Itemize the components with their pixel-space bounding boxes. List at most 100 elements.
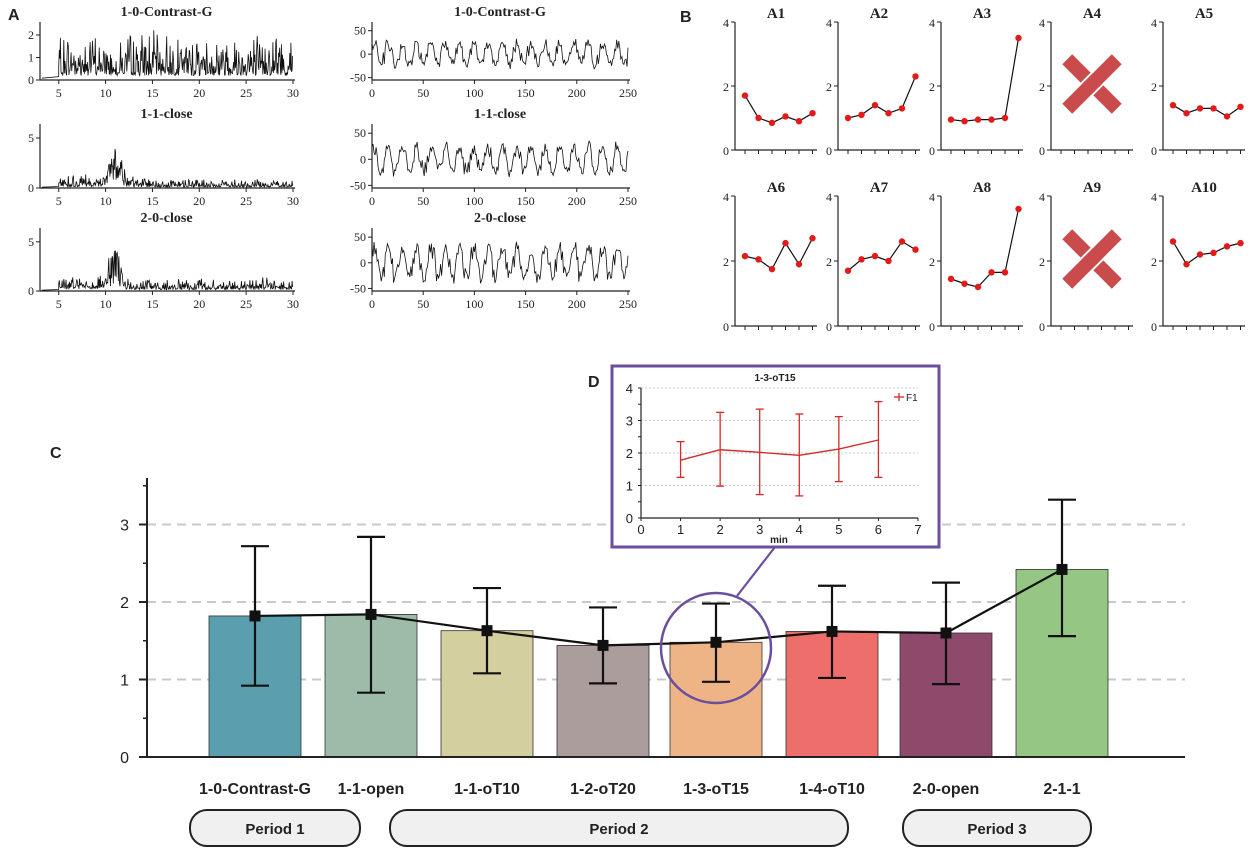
x-category-label: 1-1-oT10: [454, 781, 520, 798]
y-tick-label: 2: [929, 80, 935, 94]
signal-trace: [371, 38, 629, 70]
x-tick-label: 6: [875, 522, 882, 537]
y-tick-label: 2: [1151, 255, 1157, 269]
series-line: [1172, 104, 1241, 118]
data-point: [844, 267, 852, 274]
chart-title: 2-0-close: [474, 211, 526, 226]
y-tick-label: 1: [120, 673, 129, 690]
y-tick-label: 0: [1151, 320, 1157, 334]
x-tick-label: 0: [369, 297, 375, 311]
chart-title: 1-0-Contrast-G: [121, 5, 213, 20]
mean-marker: [940, 627, 952, 639]
subplot-a5: A5 0 2 4: [1151, 6, 1245, 158]
x-tick-label: 250: [619, 194, 637, 208]
y-tick-label: 4: [626, 381, 633, 396]
y-tick-label: 2: [826, 80, 832, 94]
x-tick-label: 10: [100, 86, 112, 100]
x-category-label: 1-1-open: [338, 781, 405, 798]
panel-label-d: D: [588, 374, 600, 391]
panel-label-a: A: [8, 7, 20, 24]
x-tick-label: 25: [240, 194, 252, 208]
subplot-title: A2: [870, 6, 888, 22]
data-point: [871, 252, 879, 260]
y-tick-label: 50: [354, 24, 366, 38]
subplot-a8: A8 0 2 4: [929, 180, 1023, 334]
data-point: [1196, 251, 1204, 258]
x-tick-label: 50: [417, 86, 429, 100]
data-point: [768, 265, 776, 273]
data-point: [755, 256, 762, 263]
x-tick-label: 0: [369, 194, 375, 208]
signal-trace: [41, 30, 293, 79]
data-point: [1237, 239, 1244, 247]
y-tick-label: 2: [120, 595, 129, 612]
y-tick-label: 2: [28, 28, 34, 42]
y-tick-label: 4: [1039, 16, 1045, 30]
x-tick-label: 25: [240, 297, 252, 311]
y-tick-label: 50: [354, 126, 366, 140]
subplot-a6: A6 0 2 4: [723, 180, 817, 334]
subplot-title: A6: [767, 180, 786, 196]
y-tick-label: 2: [1039, 80, 1045, 94]
x-category-label: 2-1-1: [1043, 781, 1080, 798]
data-point: [871, 102, 879, 109]
data-point: [1001, 269, 1009, 276]
data-point: [1237, 103, 1244, 111]
chart-A-spectrum-2: 1-1-close 5 10 15 20 25 30 0 5: [28, 107, 299, 208]
subplot-a9: A9 0 2 4: [1039, 180, 1133, 334]
panel-d-inset-chart: 1-3-oT15 0 1 2 3 4 0 1 2 3 4 5 6 7 min F1: [610, 364, 941, 549]
y-tick-label: 1: [626, 479, 633, 494]
x-tick-label: 30: [287, 194, 299, 208]
callout-connector: [736, 546, 776, 597]
x-tick-label: 5: [835, 522, 842, 537]
subplot-title: A9: [1083, 180, 1101, 196]
data-point: [947, 275, 955, 283]
inset-title: 1-3-oT15: [754, 373, 796, 384]
y-tick-label: 4: [1151, 16, 1157, 30]
subplot-a7: A7 0 2 4: [826, 180, 920, 334]
data-point: [1183, 110, 1190, 117]
x-category-label: 1-4-oT10: [799, 781, 865, 798]
y-tick-label: 4: [723, 16, 729, 30]
y-tick-label: 2: [1039, 255, 1045, 269]
data-point: [1210, 105, 1217, 112]
x-tick-label: 1: [677, 522, 684, 537]
signal-trace: [41, 148, 293, 189]
x-tick-label: 50: [417, 297, 429, 311]
chart-title: 1-1-close: [140, 107, 192, 122]
mean-marker: [481, 625, 493, 637]
legend-label: F1: [906, 393, 918, 404]
x-tick-label: 100: [465, 86, 483, 100]
data-point: [1001, 114, 1009, 122]
period-2-box: [389, 809, 849, 847]
data-point: [782, 239, 789, 247]
x-tick-label: 250: [619, 297, 637, 311]
y-tick-label: 2: [1151, 80, 1157, 94]
x-tick-label: 100: [465, 297, 483, 311]
data-point: [809, 110, 816, 117]
y-tick-label: 0: [1039, 144, 1045, 158]
x-tick-label: 15: [146, 86, 158, 100]
mean-line: [254, 568, 1063, 647]
y-tick-label: 50: [354, 230, 366, 244]
data-point: [974, 116, 982, 123]
y-tick-label: 0: [723, 320, 729, 334]
y-tick-label: -50: [350, 281, 366, 295]
x-tick-label: 10: [100, 297, 112, 311]
y-tick-label: 4: [929, 16, 935, 30]
y-tick-label: 4: [826, 16, 832, 30]
data-point: [782, 113, 789, 120]
x-tick-label: 20: [193, 86, 205, 100]
data-point: [1210, 249, 1217, 257]
panel-label-c: C: [50, 445, 62, 462]
x-tick-label: 100: [465, 194, 483, 208]
subplot-title: A10: [1191, 180, 1217, 196]
series-line: [847, 240, 916, 272]
x-category-label: 1-3-oT15: [683, 781, 749, 798]
data-point: [795, 118, 803, 125]
x-tick-label: 5: [56, 297, 62, 311]
subplot-a10: A10 0 2 4: [1151, 180, 1245, 334]
data-point: [947, 116, 955, 123]
